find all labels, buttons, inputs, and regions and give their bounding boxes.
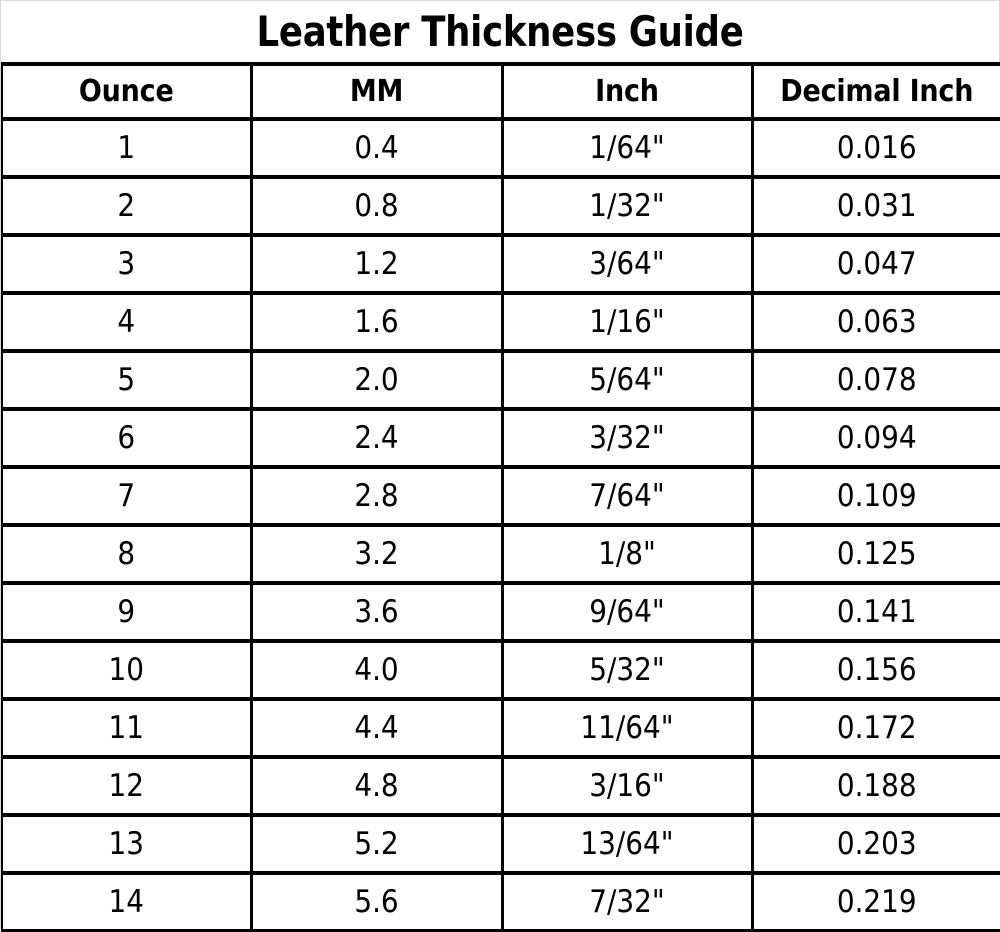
- cell-ounce: 6: [1, 407, 253, 469]
- column-header-ounce: Ounce: [1, 62, 253, 121]
- table-header: Ounce MM Inch Decimal Inch: [1, 62, 1000, 121]
- table-row: 6 2.4 3/32" 0.094: [1, 407, 1000, 469]
- table-row: 5 2.0 5/64" 0.078: [1, 349, 1000, 411]
- cell-inch: 11/64": [500, 697, 754, 759]
- cell-mm: 0.4: [249, 117, 504, 179]
- leather-thickness-table: Ounce MM Inch Decimal Inch 1 0.4 1/64" 0.01…: [1, 62, 1000, 932]
- table-row: 4 1.6 1/16" 0.063: [1, 291, 1000, 353]
- cell-ounce: 3: [1, 233, 253, 295]
- cell-decimal-inch: 0.156: [750, 639, 1000, 701]
- column-header-decimal-inch: Decimal Inch: [750, 62, 1000, 121]
- cell-decimal-inch: 0.219: [750, 871, 1000, 932]
- cell-mm: 2.8: [249, 465, 504, 527]
- cell-ounce: 12: [1, 755, 253, 817]
- table-row: 11 4.4 11/64" 0.172: [1, 697, 1000, 759]
- table-header-row: Ounce MM Inch Decimal Inch: [1, 62, 1000, 121]
- cell-decimal-inch: 0.063: [750, 291, 1000, 353]
- cell-inch: 1/16": [500, 291, 754, 353]
- table-row: 7 2.8 7/64" 0.109: [1, 465, 1000, 527]
- cell-mm: 1.6: [249, 291, 504, 353]
- cell-inch: 3/64": [500, 233, 754, 295]
- cell-inch: 5/64": [500, 349, 754, 411]
- cell-inch: 1/32": [500, 175, 754, 237]
- cell-decimal-inch: 0.109: [750, 465, 1000, 527]
- table-row: 3 1.2 3/64" 0.047: [1, 233, 1000, 295]
- cell-ounce: 8: [1, 523, 253, 585]
- cell-mm: 4.4: [249, 697, 504, 759]
- table-row: 13 5.2 13/64" 0.203: [1, 813, 1000, 875]
- cell-decimal-inch: 0.031: [750, 175, 1000, 237]
- cell-decimal-inch: 0.203: [750, 813, 1000, 875]
- column-header-inch: Inch: [500, 62, 754, 121]
- cell-ounce: 13: [1, 813, 253, 875]
- cell-inch: 1/8": [500, 523, 754, 585]
- title-bar: Leather Thickness Guide: [1, 1, 999, 62]
- cell-mm: 2.0: [249, 349, 504, 411]
- table-row: 12 4.8 3/16" 0.188: [1, 755, 1000, 817]
- cell-mm: 5.6: [249, 871, 504, 932]
- cell-mm: 4.8: [249, 755, 504, 817]
- cell-ounce: 10: [1, 639, 253, 701]
- cell-ounce: 4: [1, 291, 253, 353]
- table-row: 8 3.2 1/8" 0.125: [1, 523, 1000, 585]
- cell-decimal-inch: 0.016: [750, 117, 1000, 179]
- cell-ounce: 11: [1, 697, 253, 759]
- cell-inch: 7/64": [500, 465, 754, 527]
- cell-inch: 13/64": [500, 813, 754, 875]
- cell-mm: 3.6: [249, 581, 504, 643]
- cell-mm: 4.0: [249, 639, 504, 701]
- cell-inch: 3/32": [500, 407, 754, 469]
- cell-decimal-inch: 0.141: [750, 581, 1000, 643]
- cell-ounce: 14: [1, 871, 253, 932]
- cell-inch: 1/64": [500, 117, 754, 179]
- cell-decimal-inch: 0.078: [750, 349, 1000, 411]
- column-header-mm: MM: [249, 62, 504, 121]
- table-row: 2 0.8 1/32" 0.031: [1, 175, 1000, 237]
- cell-decimal-inch: 0.094: [750, 407, 1000, 469]
- cell-ounce: 9: [1, 581, 253, 643]
- cell-decimal-inch: 0.172: [750, 697, 1000, 759]
- cell-mm: 3.2: [249, 523, 504, 585]
- cell-decimal-inch: 0.125: [750, 523, 1000, 585]
- cell-decimal-inch: 0.047: [750, 233, 1000, 295]
- cell-mm: 1.2: [249, 233, 504, 295]
- page-title: Leather Thickness Guide: [256, 6, 744, 56]
- cell-inch: 9/64": [500, 581, 754, 643]
- table-row: 1 0.4 1/64" 0.016: [1, 117, 1000, 179]
- table-row: 9 3.6 9/64" 0.141: [1, 581, 1000, 643]
- cell-inch: 3/16": [500, 755, 754, 817]
- cell-ounce: 2: [1, 175, 253, 237]
- cell-mm: 2.4: [249, 407, 504, 469]
- cell-inch: 5/32": [500, 639, 754, 701]
- cell-ounce: 7: [1, 465, 253, 527]
- cell-mm: 5.2: [249, 813, 504, 875]
- cell-inch: 7/32": [500, 871, 754, 932]
- cell-ounce: 1: [1, 117, 253, 179]
- table-body: 1 0.4 1/64" 0.016 2 0.8 1/32" 0.031 3 1.2 3/64" 0.0…: [1, 117, 1000, 932]
- table-row: 14 5.6 7/32" 0.219: [1, 871, 1000, 932]
- cell-mm: 0.8: [249, 175, 504, 237]
- cell-ounce: 5: [1, 349, 253, 411]
- table-row: 10 4.0 5/32" 0.156: [1, 639, 1000, 701]
- cell-decimal-inch: 0.188: [750, 755, 1000, 817]
